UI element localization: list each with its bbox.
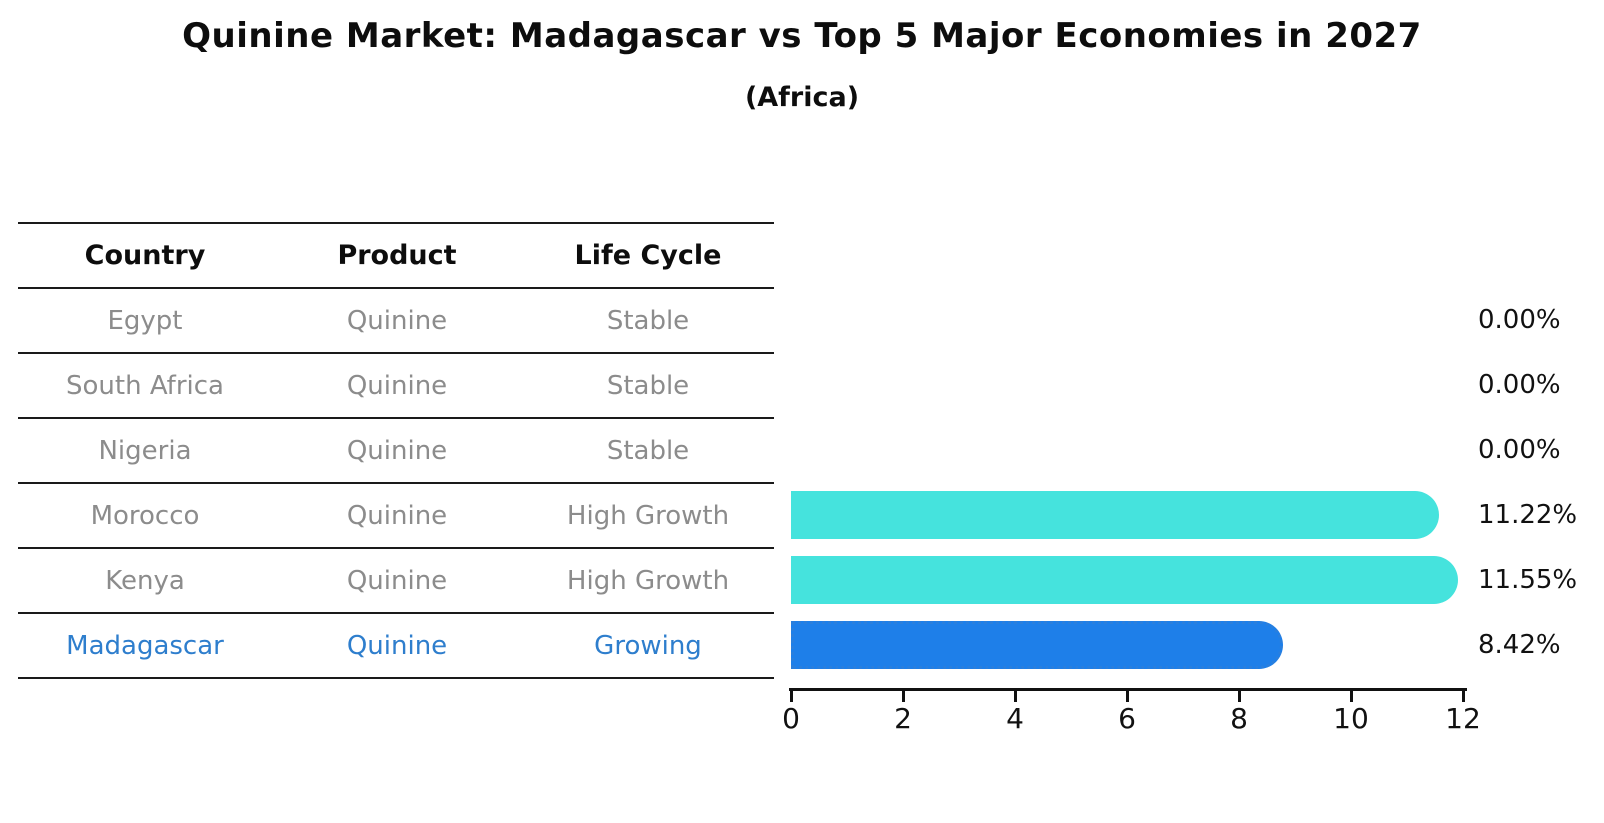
value-label-egypt: 0.00%: [1478, 305, 1561, 335]
country-table: Country Product Life Cycle Egypt Quinine…: [18, 222, 774, 679]
table-header-row: Country Product Life Cycle: [18, 222, 774, 287]
table-row-kenya: Kenya Quinine High Growth: [18, 547, 774, 612]
header-country: Country: [84, 240, 206, 271]
cell-life-cycle: Growing: [594, 630, 702, 661]
value-label-nigeria: 0.00%: [1478, 435, 1561, 465]
cell-country: Egypt: [107, 305, 183, 336]
x-axis-line: [789, 688, 1467, 691]
x-axis-tick-label: 0: [782, 702, 800, 735]
cell-product: Quinine: [346, 305, 448, 336]
cell-product: Quinine: [346, 370, 448, 401]
cell-country: Morocco: [90, 500, 200, 531]
table-row-madagascar: Madagascar Quinine Growing: [18, 612, 774, 679]
cell-product: Quinine: [346, 630, 448, 661]
table-row-morocco: Morocco Quinine High Growth: [18, 482, 774, 547]
x-axis-tick-label: 6: [1118, 702, 1136, 735]
x-axis-tick: [790, 691, 793, 702]
x-axis-tick-label: 8: [1230, 702, 1248, 735]
cell-product: Quinine: [346, 565, 448, 596]
value-label-madagascar: 8.42%: [1478, 630, 1561, 660]
x-axis-tick: [1350, 691, 1353, 702]
chart-title: Quinine Market: Madagascar vs Top 5 Majo…: [182, 16, 1422, 56]
table-row-nigeria: Nigeria Quinine Stable: [18, 417, 774, 482]
cell-life-cycle: High Growth: [566, 500, 730, 531]
bar-madagascar: [791, 621, 1283, 669]
cell-life-cycle: Stable: [606, 435, 690, 466]
cell-country: Kenya: [105, 565, 185, 596]
cell-life-cycle: Stable: [606, 370, 690, 401]
x-axis-tick: [902, 691, 905, 702]
bar-morocco: [791, 491, 1439, 539]
cell-product: Quinine: [346, 500, 448, 531]
x-axis-tick: [1238, 691, 1241, 702]
table-row-south-africa: South Africa Quinine Stable: [18, 352, 774, 417]
cell-life-cycle: Stable: [606, 305, 690, 336]
x-axis-tick: [1462, 691, 1465, 702]
cell-product: Quinine: [346, 435, 448, 466]
cell-country: Madagascar: [66, 630, 224, 661]
x-axis-tick-label: 12: [1445, 702, 1481, 735]
x-axis-tick: [1126, 691, 1129, 702]
value-label-kenya: 11.55%: [1478, 565, 1578, 595]
x-axis-tick-label: 10: [1333, 702, 1369, 735]
header-product: Product: [337, 240, 457, 271]
chart-subtitle: (Africa): [744, 82, 860, 113]
table-row-egypt: Egypt Quinine Stable: [18, 287, 774, 352]
x-axis-tick-label: 4: [1006, 702, 1024, 735]
value-label-south-africa: 0.00%: [1478, 370, 1561, 400]
cell-country: South Africa: [66, 370, 224, 401]
header-life-cycle: Life Cycle: [574, 240, 722, 271]
cell-life-cycle: High Growth: [566, 565, 730, 596]
x-axis-tick: [1014, 691, 1017, 702]
bar-kenya: [791, 556, 1458, 604]
cell-country: Nigeria: [98, 435, 192, 466]
value-label-morocco: 11.22%: [1478, 500, 1578, 530]
x-axis-tick-label: 2: [894, 702, 912, 735]
